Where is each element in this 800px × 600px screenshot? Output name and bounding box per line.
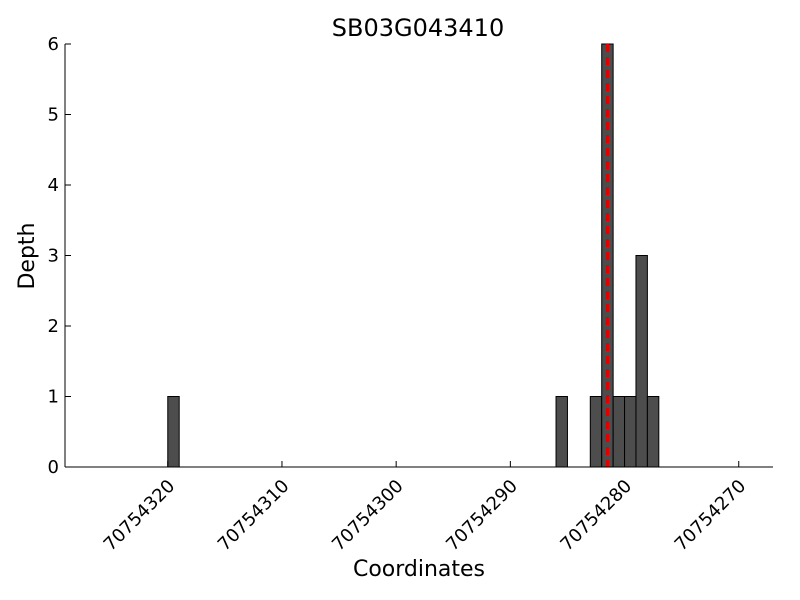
y-axis-label: Depth [15, 222, 40, 289]
bar [646, 396, 660, 468]
chart-title: SB03G043410 [332, 14, 504, 42]
bar [635, 255, 648, 468]
y-tick-label: 4 [48, 175, 59, 196]
bar [555, 396, 568, 468]
y-tick-label: 1 [48, 387, 59, 408]
y-tick-label: 3 [48, 246, 59, 267]
bar [167, 396, 180, 468]
y-tick-label: 2 [48, 316, 59, 337]
bar [612, 396, 626, 468]
bar [589, 396, 603, 468]
x-axis-label: Coordinates [353, 557, 485, 582]
y-tick-label: 5 [48, 105, 59, 126]
y-tick-label: 0 [48, 457, 59, 478]
bar [624, 396, 637, 468]
y-tick-label: 6 [48, 34, 59, 55]
